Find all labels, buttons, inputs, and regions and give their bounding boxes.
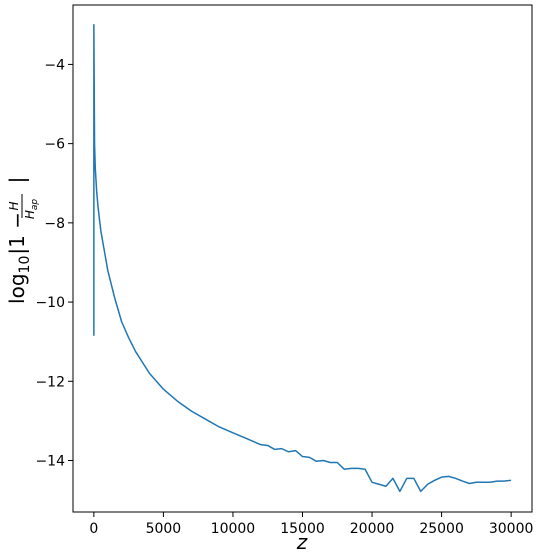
series-layer bbox=[93, 24, 512, 493]
y-label-frac-num: H bbox=[7, 201, 21, 210]
x-tick-label: 5000 bbox=[146, 521, 182, 537]
y-axis-abs-close: | bbox=[5, 177, 29, 184]
y-tick-label: −14 bbox=[35, 454, 65, 470]
y-tick-label: −10 bbox=[35, 295, 65, 311]
y-ticks: −4 −6 −8 −10 −12 −14 bbox=[35, 57, 73, 470]
y-tick-label: −6 bbox=[44, 137, 65, 153]
svg-text:Hap: Hap bbox=[23, 199, 40, 220]
svg-text:log10|1 −: log10|1 − bbox=[5, 212, 33, 304]
x-tick-label: 25000 bbox=[419, 521, 464, 537]
x-tick-label: 15000 bbox=[280, 521, 325, 537]
x-tick-label: 20000 bbox=[350, 521, 395, 537]
series-line-0 bbox=[93, 24, 512, 493]
y-label-abs-close: | bbox=[5, 177, 29, 184]
x-tick-label: 30000 bbox=[489, 521, 534, 537]
y-label-abs-open: |1 − bbox=[5, 212, 29, 255]
y-label-log: log bbox=[5, 273, 29, 304]
plot-frame bbox=[72, 4, 533, 513]
x-tick-label: 10000 bbox=[211, 521, 256, 537]
y-axis-label: log10|1 − bbox=[5, 212, 33, 304]
y-tick-label: −12 bbox=[35, 374, 65, 390]
y-label-frac-den: H bbox=[23, 210, 37, 219]
x-axis-label: z bbox=[296, 530, 308, 554]
y-tick-label: −8 bbox=[44, 216, 65, 232]
y-label-frac-den-sub: ap bbox=[30, 199, 40, 211]
plot-area bbox=[73, 5, 532, 512]
x-ticks: 0 5000 10000 15000 20000 25000 30000 bbox=[89, 512, 533, 537]
x-tick-label: 0 bbox=[89, 521, 98, 537]
y-tick-label: −4 bbox=[44, 57, 65, 73]
y-label-base: 10 bbox=[17, 256, 33, 274]
y-axis-fraction: H Hap bbox=[7, 194, 40, 219]
